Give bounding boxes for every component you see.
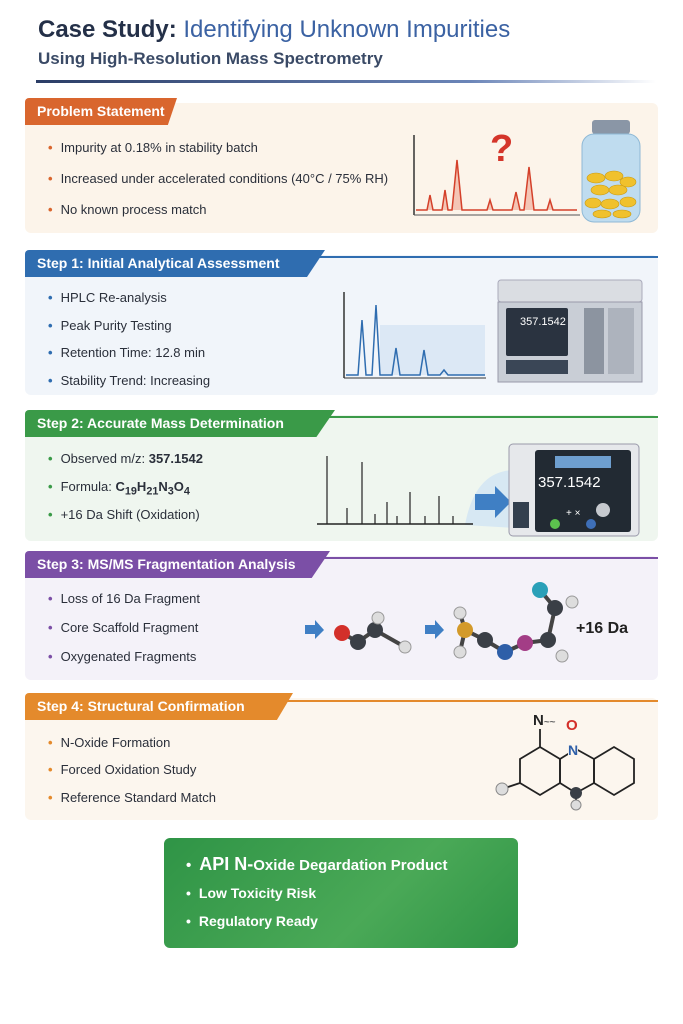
fragmentation-molecules-icon [305,582,579,663]
step1-bullet: Stability Trend: Increasing [48,373,211,388]
step2-header: Step 2: Accurate Mass Determination [25,410,335,437]
problem-bullet: Increased under accelerated conditions (… [48,171,388,186]
mass-shift-annotation: +16 Da [576,620,629,637]
step4-header: Step 4: Structural Confirmation [25,693,293,720]
mass-spectrum-icon [317,456,515,528]
n-oxide-structure-icon [495,729,635,811]
step4-bullet: N-Oxide Formation [48,735,171,750]
observed-mz: Observed m/z: 357.1542 [48,451,203,466]
hplc-display: 357.1542 [520,316,566,328]
step1-bullet: HPLC Re-analysis [48,290,167,305]
formula: Formula: C19H21N3O4 [48,479,190,498]
title-accent: Identifying Unknown Impurities [183,16,511,43]
step3-header: Step 3: MS/MS Fragmentation Analysis [25,551,330,578]
mass-shift: +16 Da Shift (Oxidation) [48,507,200,522]
step1-rule [300,256,658,258]
conclusion-item: API N-Oxide Degardation Product [186,854,447,875]
mass-spectrometer-icon [508,443,640,537]
step4-rule [280,700,658,702]
conclusion-item: Regulatory Ready [186,913,318,929]
ring-n-atom-label: N [568,742,579,758]
step2-rule [320,416,658,418]
problem-header: Problem Statement [25,98,177,125]
step1-bullet: Peak Purity Testing [48,318,172,333]
step4-bullet: Forced Oxidation Study [48,762,197,777]
o-atom-label: O [566,717,578,734]
conclusion-box: API N-Oxide Degardation Product Low Toxi… [164,838,518,948]
page-subtitle: Using High-Resolution Mass Spectrometry [38,49,383,68]
question-mark-icon: ? [490,128,514,170]
conclusion-item: Low Toxicity Risk [186,885,316,901]
step3-rule [320,557,658,559]
step3-bullet: Loss of 16 Da Fragment [48,591,200,606]
problem-bullet: Impurity at 0.18% in stability batch [48,140,258,155]
step4-bullet: Reference Standard Match [48,790,216,805]
step3-bullet: Core Scaffold Fragment [48,620,199,635]
step3-bullet: Oxygenated Fragments [48,649,197,664]
hplc-instrument-icon [497,279,643,383]
chromatogram-icon [413,135,580,216]
step1-header: Step 1: Initial Analytical Assessment [25,250,325,277]
problem-bullet: No known process match [48,202,207,217]
n-atom-label: N~~ [533,712,556,729]
formula-value: C19H21N3O4 [115,479,190,498]
observed-mz-value: 357.1542 [148,451,203,466]
ms-symbols: + × [566,508,581,519]
ms-display: 357.1542 [538,474,601,491]
hplc-chromatogram-icon [343,292,486,379]
pill-bottle-icon [581,120,641,223]
title-divider [36,80,656,83]
page-title: Case Study: Identifying Unknown Impuriti… [38,16,511,43]
step1-bullet: Retention Time: 12.8 min [48,345,206,360]
